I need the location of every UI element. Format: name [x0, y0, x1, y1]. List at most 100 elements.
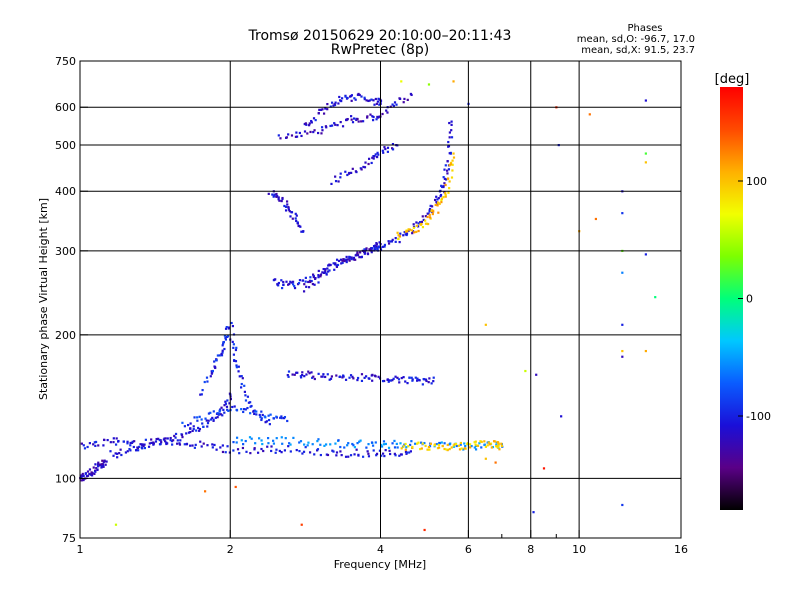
scatter-point [128, 447, 131, 451]
scatter-point [588, 113, 591, 116]
scatter-point [351, 121, 355, 124]
scatter-point [334, 123, 337, 126]
scatter-point [290, 211, 294, 214]
scatter-point [160, 441, 163, 444]
scatter-point [166, 437, 169, 440]
scatter-point [263, 415, 266, 418]
scatter-point [337, 259, 341, 263]
scatter-point [438, 441, 441, 445]
scatter-point [232, 441, 235, 444]
scatter-point [83, 447, 87, 450]
scatter-point [377, 97, 380, 100]
scatter-point [339, 450, 342, 453]
scatter-point [391, 379, 394, 382]
scatter-point [363, 248, 366, 251]
scatter-point [420, 220, 424, 224]
scatter-point [119, 448, 122, 451]
scatter-point [313, 453, 316, 456]
scatter-point [250, 437, 253, 440]
scatter-point [238, 375, 241, 378]
scatter-point [212, 418, 215, 421]
scatter-point [282, 283, 285, 286]
scatter-point [332, 262, 335, 265]
scatter-point [370, 251, 373, 254]
scatter-point [275, 415, 278, 418]
scatter-point [243, 390, 247, 393]
scatter-point [490, 446, 493, 449]
scatter-point [445, 448, 448, 451]
scatter-point [272, 442, 276, 445]
scatter-point [293, 284, 296, 288]
scatter-point [215, 448, 218, 451]
scatter-point [143, 443, 146, 446]
scatter-point [340, 262, 343, 265]
scatter-point [270, 449, 273, 453]
scatter-point [157, 437, 160, 440]
colorbar-ticks: 100 0 -100 [738, 175, 771, 423]
scatter-point [448, 187, 451, 190]
scatter-point [201, 422, 204, 425]
scatter-point [380, 443, 383, 447]
scatter-point [440, 441, 443, 444]
scatter-point [272, 417, 276, 420]
scatter-point [307, 286, 311, 289]
scatter-point [141, 443, 144, 446]
scatter-point [240, 439, 243, 442]
scatter-point [404, 448, 407, 451]
scatter-point [272, 439, 275, 442]
scatter-point [147, 445, 151, 448]
scatter-point [235, 364, 238, 367]
x-tick-label: 1 [77, 543, 84, 556]
scatter-point [325, 126, 328, 129]
scatter-point [440, 184, 443, 187]
scatter-point [203, 380, 206, 384]
scatter-point [81, 472, 84, 476]
scatter-point [205, 376, 209, 379]
scatter-point [287, 375, 290, 378]
scatter-point [382, 440, 386, 443]
scatter-point [356, 117, 359, 121]
scatter-point [398, 97, 401, 100]
scatter-point [337, 102, 340, 105]
scatter-point [129, 444, 132, 447]
scatter-point [206, 425, 209, 428]
scatter-point [417, 441, 420, 444]
y-tick-label: 500 [55, 139, 76, 152]
scatter-point [277, 284, 280, 287]
scatter-point [291, 373, 294, 376]
scatter-point [448, 136, 451, 139]
scatter-point [326, 373, 329, 376]
scatter-point [376, 100, 379, 103]
scatter-point [274, 278, 277, 281]
scatter-point [452, 152, 455, 155]
scatter-point [288, 210, 291, 213]
scatter-point [360, 379, 364, 383]
scatter-point [140, 446, 143, 449]
scatter-point [337, 439, 340, 442]
scatter-point [311, 443, 314, 446]
scatter-point [386, 378, 389, 381]
scatter-point [319, 443, 322, 446]
scatter-point [369, 248, 372, 251]
scatter-point [371, 444, 375, 447]
scatter-point [398, 240, 401, 244]
scatter-point [346, 96, 349, 100]
scatter-point [381, 379, 385, 383]
scatter-point [124, 451, 128, 454]
scatter-point [150, 441, 153, 445]
scatter-point [386, 150, 389, 153]
scatter-point [322, 373, 325, 376]
scatter-point [386, 146, 390, 149]
scatter-point [330, 375, 333, 378]
scatter-point [363, 98, 366, 101]
scatter-point [644, 99, 647, 102]
scatter-point [179, 439, 182, 442]
scatter-point [412, 223, 415, 226]
scatter-point [308, 372, 311, 375]
scatter-point [403, 443, 406, 446]
scatter-point [249, 412, 252, 415]
scatter-point [451, 169, 454, 172]
scatter-point [371, 379, 374, 382]
scatter-point [88, 442, 91, 445]
scatter-point [393, 446, 397, 449]
